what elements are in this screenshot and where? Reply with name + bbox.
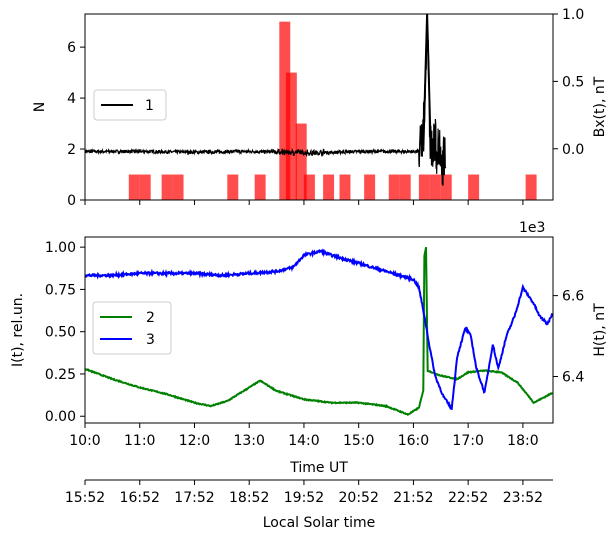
top-left-y-axis: 0 2 4 6 <box>67 40 85 209</box>
bar-2 <box>161 174 173 200</box>
top-x-ticks <box>84 200 524 205</box>
top-legend: 1 <box>93 89 167 121</box>
secondary-x-ticks: 15:52 16:52 17:52 18:52 19:52 20:52 21:52 22:52… <box>65 480 543 506</box>
secondary-x-axis: 15:52 16:52 17:52 18:52 19:52 20:52 21:52 22:52… <box>65 479 553 531</box>
series-1-line <box>84 17 447 186</box>
bottom-left-tick-label: 0.25 <box>45 367 76 383</box>
secondary-tick-label: 15:52 <box>65 490 105 506</box>
secondary-tick-label: 23:52 <box>503 490 543 506</box>
bar-15 <box>418 174 430 200</box>
bottom-legend-box <box>92 301 172 355</box>
bottom-right-ylabel: H(t), nT <box>592 303 608 357</box>
bar-8 <box>295 123 307 200</box>
top-left-tick-label: 0 <box>67 193 76 209</box>
x-tick-label: 10:0 <box>69 433 100 449</box>
x-tick-label: 14:0 <box>288 433 319 449</box>
bar-12 <box>364 174 376 200</box>
bottom-right-y-axis: 6.4 6.6 <box>553 289 584 386</box>
bar-3 <box>172 174 184 200</box>
bar-17 <box>440 174 452 200</box>
x-axis-label: Time UT <box>289 460 348 476</box>
secondary-tick-label: 18:52 <box>229 490 269 506</box>
x-tick-label: 11:0 <box>124 433 155 449</box>
top-frame <box>84 13 554 201</box>
series-3-line <box>84 248 553 410</box>
bottom-left-tick-label: 1.00 <box>45 240 76 256</box>
bar-4 <box>227 174 239 200</box>
top-left-tick-label: 4 <box>67 91 76 107</box>
bottom-right-tick-label: 6.6 <box>562 289 584 305</box>
bar-5 <box>254 174 266 200</box>
bar-19 <box>525 174 537 200</box>
secondary-tick-label: 16:52 <box>120 490 160 506</box>
bar-9 <box>303 174 315 200</box>
x-tick-label: 12:0 <box>179 433 210 449</box>
x-tick-label: 13:0 <box>233 433 264 449</box>
secondary-tick-label: 17:52 <box>174 490 214 506</box>
top-bars <box>128 21 537 201</box>
bottom-panel: 0.00 0.25 0.50 0.75 1.00 6.4 6.6 10:0 11:0 12:0… <box>10 220 608 476</box>
bar-6 <box>279 21 291 201</box>
top-right-tick-label: 0.0 <box>562 142 584 158</box>
top-panel: 0 2 4 6 0.0 0.5 1.0 N Bx(t), nT 1 <box>32 7 608 209</box>
bottom-line-layer <box>84 247 554 417</box>
legend-label-2: 2 <box>146 310 155 326</box>
bar-7 <box>285 72 297 200</box>
bar-0 <box>128 174 140 200</box>
bottom-left-ylabel: I(t), rel.un. <box>10 293 26 367</box>
bottom-frame <box>84 236 554 424</box>
secondary-tick-label: 22:52 <box>448 490 488 506</box>
bar-11 <box>339 174 351 200</box>
top-right-y-axis: 0.0 0.5 1.0 <box>553 7 584 158</box>
top-left-tick-label: 2 <box>67 142 76 158</box>
bar-1 <box>139 174 151 200</box>
bottom-left-tick-label: 0.50 <box>45 325 76 341</box>
top-right-ylabel: Bx(t), nT <box>592 76 608 137</box>
legend-label-1: 1 <box>145 98 154 114</box>
top-right-tick-label: 1.0 <box>562 7 584 23</box>
top-right-tick-label: 0.5 <box>562 74 584 90</box>
secondary-axis-label: Local Solar time <box>263 515 376 531</box>
top-left-tick-label: 6 <box>67 40 76 56</box>
bar-13 <box>388 174 400 200</box>
x-tick-label: 17:0 <box>452 433 483 449</box>
x-tick-label: 16:0 <box>398 433 429 449</box>
bottom-left-tick-label: 0.00 <box>45 409 76 425</box>
secondary-tick-label: 19:52 <box>284 490 324 506</box>
secondary-tick-label: 20:52 <box>339 490 379 506</box>
series-2-line <box>84 247 554 417</box>
bar-10 <box>323 174 335 200</box>
bottom-x-axis: 10:0 11:0 12:0 13:0 14:0 15:0 16:0 17:0 18:0 <box>69 423 539 449</box>
bar-16 <box>429 174 441 200</box>
bottom-right-tick-label: 6.4 <box>562 370 584 386</box>
legend-label-3: 3 <box>146 332 155 348</box>
bottom-left-y-axis: 0.00 0.25 0.50 0.75 1.00 <box>45 240 85 425</box>
bar-14 <box>399 174 411 200</box>
bar-18 <box>468 174 480 200</box>
top-left-ylabel: N <box>32 102 48 112</box>
x-tick-label: 15:0 <box>343 433 374 449</box>
bottom-left-tick-label: 0.75 <box>45 282 76 298</box>
offset-text: 1e3 <box>519 220 545 236</box>
secondary-tick-label: 21:52 <box>393 490 433 506</box>
x-tick-label: 18:0 <box>507 433 538 449</box>
bottom-legend: 2 3 <box>92 301 172 355</box>
